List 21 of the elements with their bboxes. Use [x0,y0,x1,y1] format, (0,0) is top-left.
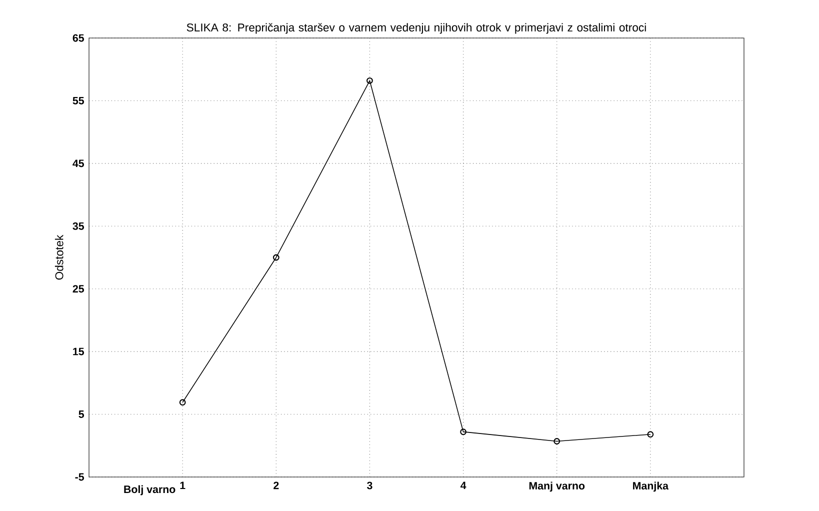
x-tick-label: 3 [367,482,372,490]
y-tick-label: 15 [73,348,84,356]
x-tick-label: 4 [460,482,466,490]
point [554,438,560,444]
point [366,77,373,84]
point [460,428,466,436]
y-tick-label: 35 [72,222,84,230]
x-tick-label: Manjka [633,482,669,492]
text: Bolj varno [124,485,176,496]
y-tick-label: 5 [78,410,84,418]
y-tick-label: 45 [72,160,84,168]
x-tick-label: Manj varno [529,482,585,492]
x-tick-label: 1 [180,482,186,490]
point [272,254,280,261]
y-axis-title: Odstotek [54,234,64,280]
y-tick-label: 55 [72,96,84,104]
y-tick-label: -5 [75,473,84,481]
x-tick-label: 2 [274,482,279,490]
y-tick-label: 65 [72,34,84,42]
y-tick-label: 25 [72,285,84,293]
chart-title: SLIKA 8: Prepričanja staršev o varnem vedenju njihovih otrok v primerjavi z ostalimi otroci [186,23,646,34]
